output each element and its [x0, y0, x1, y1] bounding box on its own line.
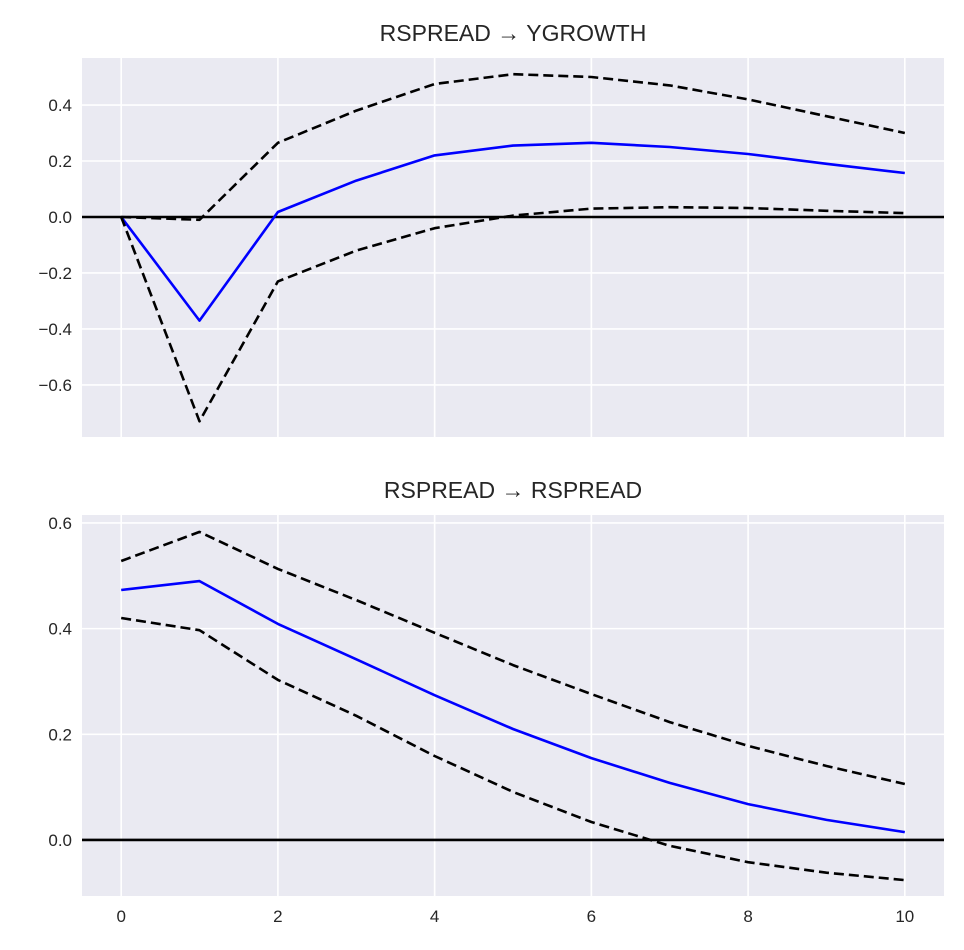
y-tick-label: −0.6 [38, 376, 72, 395]
series-line-lower [119, 205, 905, 423]
plot-area-1 [82, 515, 944, 896]
y-tick-label: −0.4 [38, 320, 72, 339]
y-tick-label: 0.0 [48, 831, 72, 850]
x-tick-label: 2 [273, 907, 282, 926]
y-tick-label: 0.4 [48, 96, 72, 115]
x-tick-label: 4 [430, 907, 439, 926]
x-tick-label: 10 [895, 907, 914, 926]
x-tick-label: 8 [743, 907, 752, 926]
y-tick-label: −0.2 [38, 264, 72, 283]
y-tick-label: 0.2 [48, 152, 72, 171]
series-line-upper [121, 72, 906, 222]
y-tick-label: 0.0 [48, 208, 72, 227]
series-line-irf [121, 579, 906, 834]
y-tick-label: 0.4 [48, 620, 72, 639]
series-line-upper [120, 530, 906, 786]
x-tick-label: 6 [587, 907, 596, 926]
x-tick-label: 0 [116, 907, 125, 926]
series-line-lower [120, 616, 905, 882]
panel-title-rspread: RSPREAD → RSPREAD [384, 477, 642, 503]
y-tick-label: 0.6 [48, 514, 72, 533]
series-line-irf [120, 141, 905, 322]
panel-title-ygrowth: RSPREAD → YGROWTH [380, 20, 647, 46]
y-tick-label: 0.2 [48, 725, 72, 744]
